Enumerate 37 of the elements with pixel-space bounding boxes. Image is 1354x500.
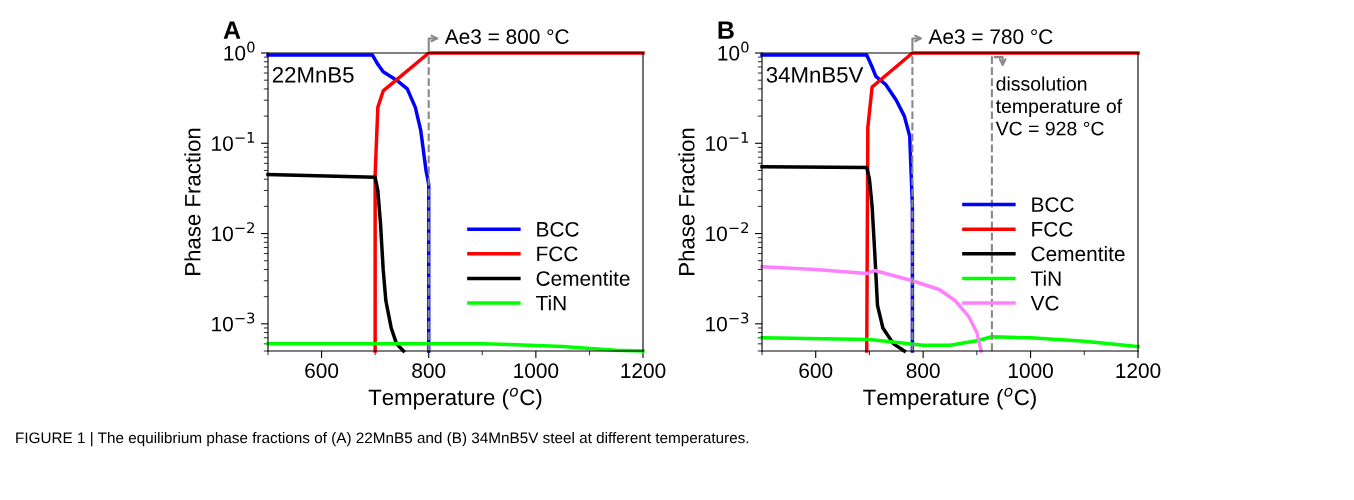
legend-label: BCC [537, 221, 579, 237]
y-tick-label: 10$^{−2}$ [706, 222, 748, 242]
caption: FIGURE 1 | The equilibrium phase fractions of (A) 22MnB5 and (B) 34MnB5V steel at different temperatures. [16, 432, 749, 447]
y-axis-title: Phase Fraction [184, 128, 201, 275]
ref-line-label: dissolution temperature of VC = 928 °C [995, 76, 1123, 136]
y-tick-label: 10$^{−3}$ [706, 312, 749, 332]
annotation: 34MnB5V [766, 67, 864, 83]
chart-title: B [718, 21, 734, 39]
y-tick-label: 10$^{−2}$ [212, 222, 254, 242]
legend-label: FCC [1032, 221, 1073, 237]
chart-title: A [223, 21, 241, 39]
x-tick-label: 1200 [621, 363, 666, 379]
y-axis-title: Phase Fraction [678, 128, 695, 275]
y-tick-label: 10$^{−3}$ [212, 312, 255, 332]
x-tick-label: 800 [412, 363, 446, 379]
legend-label: TiN [1031, 270, 1061, 286]
legend-label: TiN [536, 295, 566, 311]
legend-label: FCC [537, 246, 578, 262]
x-tick-label: 1000 [514, 363, 559, 379]
x-axis-title: Temperature ($^{o}$C) [863, 387, 1036, 410]
legend-label: Cementite [536, 270, 630, 286]
x-tick-label: 800 [906, 363, 940, 379]
y-tick-label: 10$^{−1}$ [706, 132, 749, 151]
y-tick-label: 10$^{−1}$ [212, 132, 255, 151]
x-tick-label: 1000 [1008, 363, 1053, 379]
x-tick-label: 1200 [1116, 363, 1161, 379]
annotation: 22MnB5 [272, 67, 354, 83]
y-tick-label: 10$^{0}$ [224, 41, 255, 61]
ref-line-label: Ae3 = 780 °C [928, 29, 1053, 45]
x-tick-label: 600 [799, 363, 833, 379]
legend-label: BCC [1032, 197, 1074, 213]
legend-label: Cementite [1031, 245, 1125, 262]
x-axis-title: Temperature ($^{o}$C) [368, 387, 542, 410]
y-tick-label: 10$^{0}$ [718, 41, 749, 61]
ref-line-label: Ae3 = 800 °C [444, 29, 569, 45]
x-tick-label: 600 [305, 363, 339, 379]
legend-label: VC [1030, 295, 1059, 311]
